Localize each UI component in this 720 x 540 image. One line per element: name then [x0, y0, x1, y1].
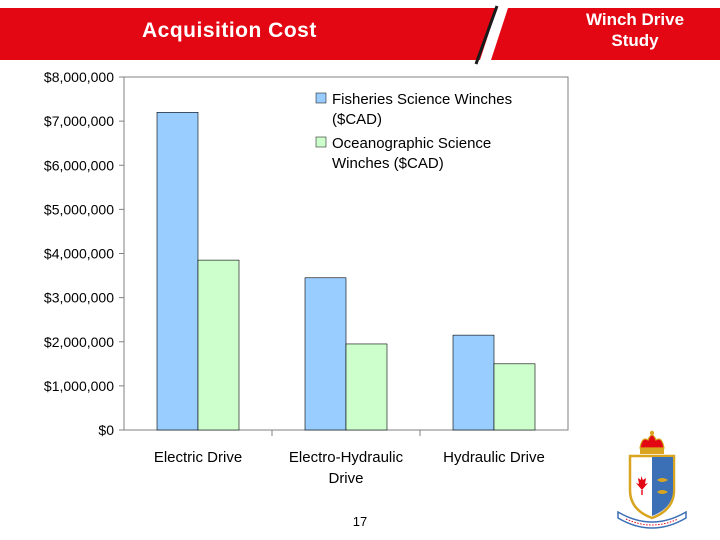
y-tick-label: $8,000,000 — [44, 69, 114, 85]
legend-swatch — [315, 92, 327, 104]
y-tick-label: $1,000,000 — [44, 378, 114, 394]
legend-label: Oceanographic Science — [332, 135, 491, 152]
title-banner-shape — [0, 8, 497, 60]
crown-icon — [639, 430, 665, 454]
x-category-label: Electric Drive — [154, 449, 242, 466]
shield-icon — [628, 454, 676, 520]
bar-oceanographic-2 — [493, 363, 536, 431]
x-category-label: Electro-Hydraulic — [289, 449, 404, 466]
y-tick-label: $0 — [98, 422, 114, 438]
legend-label: Winches ($CAD) — [332, 155, 444, 172]
legend-label: ($CAD) — [332, 111, 382, 128]
legend-swatch — [315, 136, 327, 148]
bar-fisheries-0 — [156, 112, 199, 431]
bar-oceanographic-1 — [345, 343, 388, 431]
page-title: Acquisition Cost — [142, 19, 317, 42]
bar-fisheries-1 — [304, 277, 347, 431]
y-tick-label: $4,000,000 — [44, 246, 114, 262]
page-number: 17 — [352, 514, 368, 529]
maple-leaf-icon — [636, 476, 648, 490]
study-banner-shape — [491, 8, 720, 60]
coat-of-arms-icon — [617, 430, 687, 529]
bar-fisheries-2 — [452, 334, 495, 431]
header-banner — [0, 5, 720, 65]
acquisition-cost-chart: $0 $1,000,000 $2,000,000 $3,000,000 $4,000,0… — [44, 69, 569, 487]
legend-label: Fisheries Science Winches — [332, 91, 512, 108]
fish-icon — [657, 478, 668, 482]
y-tick-label: $3,000,000 — [44, 290, 114, 306]
y-tick-label: $6,000,000 — [44, 157, 114, 173]
bar-oceanographic-0 — [197, 259, 240, 431]
y-tick-label: $7,000,000 — [44, 113, 114, 129]
x-category-label: Drive — [328, 470, 363, 487]
x-category-label: Hydraulic Drive — [443, 449, 545, 466]
banner-divider — [474, 5, 499, 65]
y-tick-label: $5,000,000 — [44, 201, 114, 217]
y-tick-label: $2,000,000 — [44, 334, 114, 350]
study-title: Winch Drive Study — [585, 10, 685, 50]
motto-ribbon — [617, 510, 687, 529]
